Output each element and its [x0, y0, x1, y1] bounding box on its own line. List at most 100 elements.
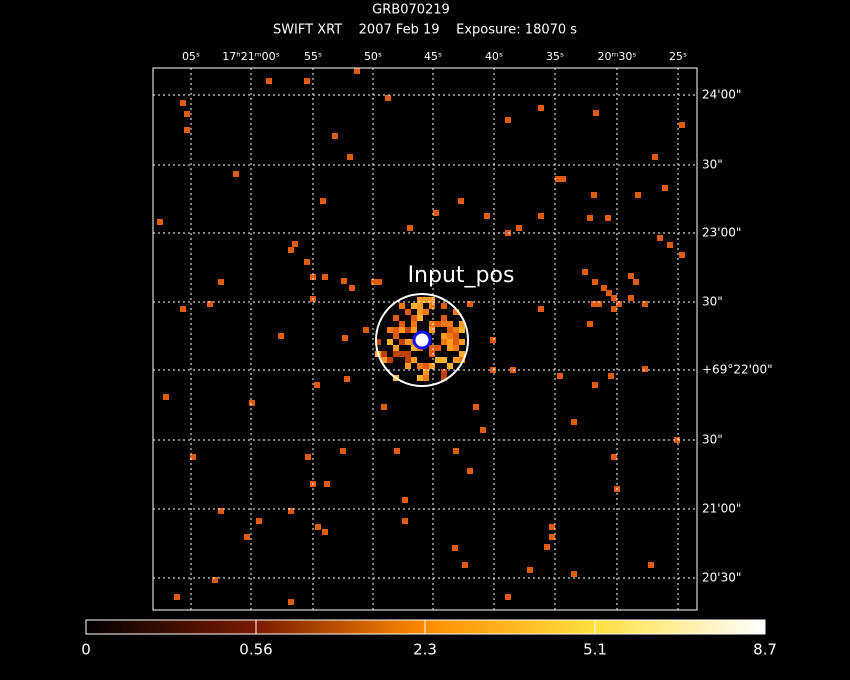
pixel	[288, 599, 294, 605]
pixel	[322, 274, 328, 280]
pixel	[341, 278, 347, 284]
dec-label: 23'00"	[702, 226, 741, 240]
pixel	[435, 345, 441, 351]
ra-label: 05ˢ	[182, 50, 200, 63]
pixel	[315, 524, 321, 530]
pixel	[411, 327, 417, 333]
pixel	[674, 437, 680, 443]
pixel	[174, 594, 180, 600]
pixel	[490, 337, 496, 343]
pixel	[218, 279, 224, 285]
pixel	[304, 259, 310, 265]
pixel	[652, 154, 658, 160]
pixel	[571, 571, 577, 577]
pixel	[429, 321, 435, 327]
pixel	[256, 518, 262, 524]
dec-label: 30"	[702, 433, 723, 447]
pixel	[288, 508, 294, 514]
pixel	[381, 357, 387, 363]
pixel	[393, 345, 399, 351]
pixel	[447, 345, 453, 351]
pixel	[628, 295, 634, 301]
pixel	[405, 357, 411, 363]
pixel	[233, 171, 239, 177]
pixel	[218, 508, 224, 514]
pixel	[611, 306, 617, 312]
pixel	[662, 185, 668, 191]
pixel	[423, 375, 429, 381]
pixel	[571, 419, 577, 425]
pixel	[447, 339, 453, 345]
pixel	[628, 273, 634, 279]
pixel	[417, 315, 423, 321]
pixel	[423, 369, 429, 375]
pixel	[407, 225, 413, 231]
pixel	[314, 382, 320, 388]
pixel	[305, 454, 311, 460]
pixel	[349, 285, 355, 291]
pixel	[447, 363, 453, 369]
pixel	[393, 315, 399, 321]
pixel	[180, 306, 186, 312]
dec-label: 20'30"	[702, 571, 741, 585]
dec-label: 24'00"	[702, 88, 741, 102]
pixel	[516, 225, 522, 231]
pixel	[544, 544, 550, 550]
pixel	[473, 404, 479, 410]
pixel	[402, 518, 408, 524]
pixel	[393, 333, 399, 339]
pixel	[292, 241, 298, 247]
pixel	[411, 357, 417, 363]
pixel	[484, 213, 490, 219]
pixel	[347, 154, 353, 160]
pixel	[538, 213, 544, 219]
pixel	[667, 242, 673, 248]
pixel	[157, 219, 163, 225]
pixel	[648, 562, 654, 568]
pixel	[399, 339, 405, 345]
ra-label: 40ˢ	[485, 50, 503, 63]
ra-label: 25ˢ	[669, 50, 687, 63]
pixel	[304, 78, 310, 84]
ra-label: 20ᵐ30ˢ	[598, 50, 637, 63]
pixel	[411, 315, 417, 321]
pixel	[635, 192, 641, 198]
pixel	[611, 295, 617, 301]
pixel	[441, 321, 447, 327]
pixel	[387, 327, 393, 333]
dec-label: 30"	[702, 295, 723, 309]
pixel	[278, 333, 284, 339]
pixel	[429, 297, 435, 303]
pixel	[399, 321, 405, 327]
pixel	[458, 198, 464, 204]
pixel	[429, 327, 435, 333]
pixel	[587, 321, 593, 327]
pixel	[557, 373, 563, 379]
pixel	[375, 339, 381, 345]
pixel	[453, 339, 459, 345]
pixel	[405, 327, 411, 333]
image-frame	[152, 67, 698, 611]
pixel	[555, 176, 561, 182]
source-position	[412, 330, 432, 350]
pixel	[538, 306, 544, 312]
pixel	[184, 111, 190, 117]
pixel	[462, 562, 468, 568]
pixel	[538, 105, 544, 111]
pixel	[417, 363, 423, 369]
colorbar-label: 8.7	[753, 641, 777, 659]
coordinate-grid	[153, 68, 697, 610]
pixel	[244, 534, 250, 540]
pixel	[616, 301, 622, 307]
pixel	[453, 327, 459, 333]
pixel	[467, 301, 473, 307]
pixel	[411, 345, 417, 351]
pixel	[441, 357, 447, 363]
pixel	[505, 117, 511, 123]
pixel	[679, 252, 685, 258]
pixel	[429, 303, 435, 309]
pixel	[212, 577, 218, 583]
pixel	[417, 375, 423, 381]
colorbar-label: 2.3	[413, 641, 437, 659]
